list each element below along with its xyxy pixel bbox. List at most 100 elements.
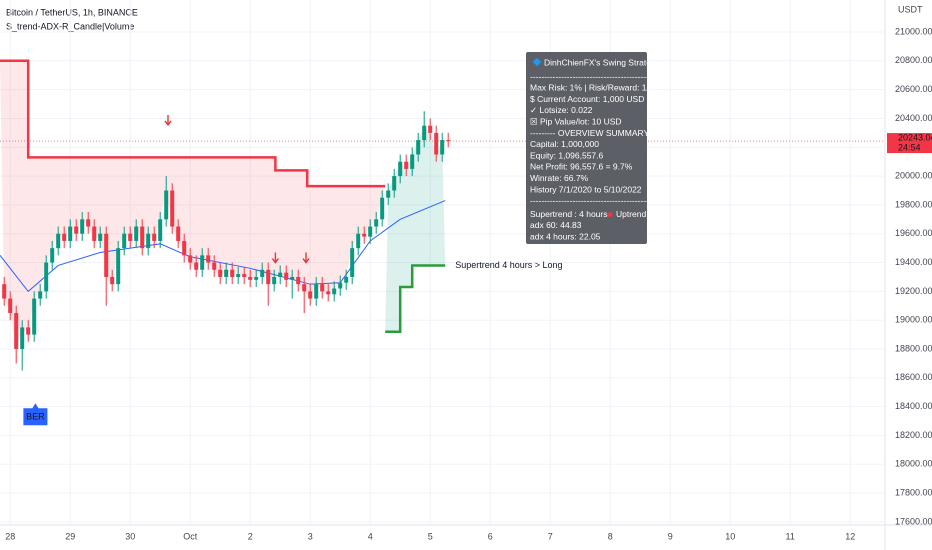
- y-tick-label: 17800.00: [895, 487, 932, 497]
- info-box-bg: [526, 52, 647, 244]
- candle-body: [50, 248, 55, 263]
- x-tick-label: 28: [5, 531, 15, 541]
- x-tick-label: 2: [248, 531, 253, 541]
- candle-body: [248, 276, 253, 280]
- y-tick-label: 19800.00: [895, 199, 932, 209]
- candle-body: [260, 269, 265, 277]
- y-tick-label: 21000.00: [895, 26, 932, 36]
- y-tick-label: 20400.00: [895, 113, 932, 123]
- candle-body: [56, 233, 61, 249]
- candle-body: [182, 240, 187, 256]
- candle-body: [86, 219, 91, 227]
- candle-body: [356, 233, 361, 249]
- candle-body: [272, 276, 277, 285]
- info-line: Capital: 1,000,000: [530, 139, 599, 149]
- price-tag-bg: [887, 133, 932, 154]
- candle-body: [224, 269, 229, 277]
- info-line: Equity: 1,096,557.6: [530, 150, 604, 160]
- candle-body: [314, 284, 319, 299]
- candle-body: [242, 274, 247, 277]
- x-tick-label: 10: [725, 531, 735, 541]
- info-line: Max Risk: 1% | Risk/Reward: 1/1: [530, 83, 654, 93]
- candle-body: [116, 248, 121, 285]
- signal-arrow: [271, 252, 279, 264]
- plot-area: [0, 0, 885, 525]
- info-line: $ Current Account: 1,000 USD: [530, 94, 644, 104]
- x-tick-label: 12: [845, 531, 855, 541]
- candle-body: [410, 154, 415, 169]
- candle-body: [344, 276, 349, 283]
- info-line: --------- OVERVIEW SUMMARY ---------: [530, 128, 677, 138]
- candle-body: [122, 233, 127, 249]
- candle-body: [446, 140, 451, 142]
- y-unit: USDT: [898, 4, 923, 14]
- candle-body: [398, 161, 403, 177]
- candle-body: [236, 274, 241, 277]
- signal-arrow: [302, 252, 310, 264]
- candle-body: [308, 291, 313, 299]
- trend-dot: [607, 212, 613, 218]
- candle-body: [428, 125, 433, 133]
- indicator-line: [385, 264, 446, 333]
- x-tick-label: 8: [608, 531, 613, 541]
- indicator-line: [0, 59, 386, 188]
- info-line: adx 4 hours: 22.05: [530, 231, 601, 241]
- candle-body: [32, 298, 37, 335]
- y-tick-label: 19600.00: [895, 228, 932, 238]
- candle-body: [152, 233, 157, 241]
- x-tick-label: 4: [368, 531, 373, 541]
- signal-label: BER: [26, 412, 45, 422]
- candle-body: [158, 219, 163, 241]
- candle-body: [146, 233, 151, 249]
- candle-body: [422, 125, 427, 141]
- candle-body: [20, 327, 25, 350]
- candle-body: [74, 226, 79, 234]
- y-tick-label: 18600.00: [895, 372, 932, 382]
- info-line: Uptrend: [616, 209, 647, 219]
- x-tick-label: 29: [65, 531, 75, 541]
- candle-body: [326, 291, 331, 295]
- countdown: 24:54: [898, 142, 921, 152]
- info-line: ----------------------------------------…: [530, 71, 655, 81]
- candle-body: [368, 226, 373, 237]
- y-tick-label: 19000.00: [895, 315, 932, 325]
- candle-body: [104, 233, 109, 277]
- candle-body: [230, 269, 235, 277]
- signal-label-bg: [23, 403, 48, 426]
- candle-body: [392, 176, 397, 191]
- candle-body: [194, 262, 199, 270]
- y-tick-label: 18400.00: [895, 401, 932, 411]
- candle-body: [176, 226, 181, 241]
- candle-body: [206, 255, 211, 263]
- candle-body: [320, 284, 325, 292]
- y-tick-label: 18000.00: [895, 459, 932, 469]
- y-tick-label: 20600.00: [895, 84, 932, 94]
- signal-arrow: [164, 114, 172, 127]
- x-tick-label: Oct: [183, 531, 198, 541]
- candle-body: [440, 140, 445, 155]
- candle-body: [62, 233, 67, 241]
- y-tick-label: 20000.00: [895, 170, 932, 180]
- info-line: Supertrend : 4 hours: [530, 209, 608, 219]
- candle-body: [278, 272, 283, 277]
- chart-title: Bitcoin / TetherUS, 1h, BINANCE: [6, 7, 138, 17]
- candle-body: [266, 269, 271, 285]
- candle-body: [8, 298, 13, 313]
- info-line: Winrate: 66.7%: [530, 173, 589, 183]
- candle-body: [296, 276, 301, 285]
- x-tick-label: 5: [428, 531, 433, 541]
- candle-body: [416, 140, 421, 155]
- candle-body: [404, 161, 409, 169]
- candle-body: [68, 226, 73, 241]
- candle-body: [110, 276, 115, 285]
- candle-body: [386, 190, 391, 198]
- y-tick-label: 18200.00: [895, 430, 932, 440]
- candle-body: [2, 284, 7, 299]
- candle-body: [26, 327, 31, 335]
- x-tick-label: 7: [548, 531, 553, 541]
- candle-body: [14, 312, 19, 350]
- y-tick-label: 19200.00: [895, 286, 932, 296]
- y-tick-label: 19400.00: [895, 257, 932, 267]
